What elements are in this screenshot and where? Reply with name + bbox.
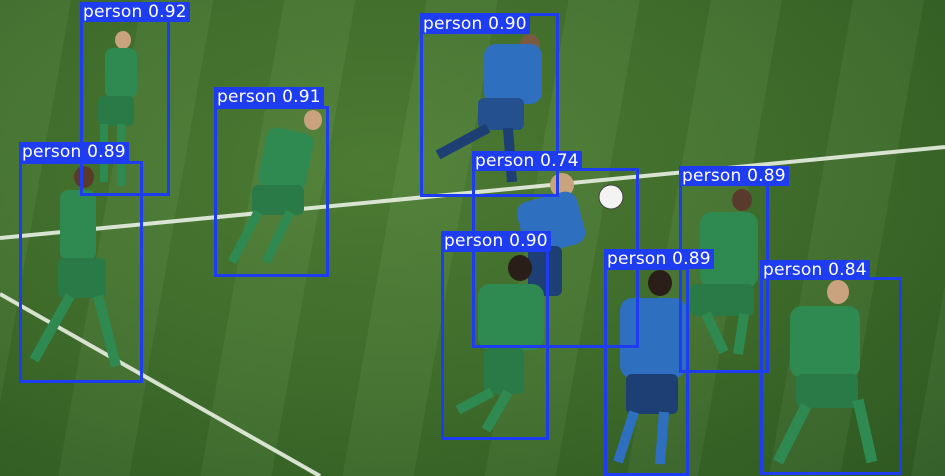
- class-name: person: [83, 2, 143, 22]
- confidence-score: 0.89: [87, 142, 126, 162]
- confidence-score: 0.89: [747, 166, 786, 186]
- detection-label: person 0.91: [214, 87, 324, 107]
- player-green-6: [773, 280, 878, 465]
- player-green-5: [690, 189, 758, 355]
- confidence-score: 0.91: [282, 87, 321, 107]
- player-green-1: [98, 31, 137, 186]
- detection-label: person 0.89: [19, 142, 129, 162]
- bounding-box: [679, 183, 769, 373]
- bounding-box: [214, 106, 329, 277]
- player-green-2: [228, 110, 322, 265]
- bounding-box: [604, 267, 689, 476]
- player-green-4: [455, 255, 544, 433]
- class-name: person: [217, 87, 277, 107]
- detection-label: person 0.90: [420, 14, 530, 34]
- class-name: person: [475, 151, 535, 171]
- detection-label: person 0.89: [679, 166, 789, 186]
- confidence-score: 0.84: [828, 260, 867, 280]
- detection-label: person 0.92: [80, 2, 190, 22]
- detection-9: person 0.84: [760, 259, 902, 476]
- class-name: person: [423, 14, 483, 34]
- detection-label: person 0.84: [760, 260, 870, 280]
- bounding-box: [760, 277, 902, 475]
- confidence-score: 0.90: [488, 14, 527, 34]
- class-name: person: [444, 231, 504, 251]
- detection-3: person 0.89: [19, 142, 143, 383]
- bounding-box: [441, 249, 549, 440]
- confidence-score: 0.89: [672, 249, 711, 269]
- class-name: person: [607, 249, 667, 269]
- football: [598, 184, 624, 210]
- detection-8: person 0.89: [604, 248, 714, 476]
- confidence-score: 0.74: [540, 151, 579, 171]
- class-name: person: [763, 260, 823, 280]
- bounding-box: [19, 161, 143, 383]
- class-name: person: [682, 166, 742, 186]
- detection-1: person 0.92: [80, 0, 190, 196]
- detection-label: person 0.74: [472, 151, 582, 171]
- detection-label: person 0.89: [604, 249, 714, 269]
- confidence-score: 0.92: [148, 2, 187, 22]
- player-green-3: [29, 166, 121, 368]
- detection-label: person 0.90: [441, 231, 551, 251]
- detection-6: person 0.90: [441, 230, 551, 440]
- class-name: person: [22, 142, 82, 162]
- confidence-score: 0.90: [509, 231, 548, 251]
- detection-4: person 0.90: [420, 13, 559, 197]
- detection-2: person 0.91: [214, 87, 329, 277]
